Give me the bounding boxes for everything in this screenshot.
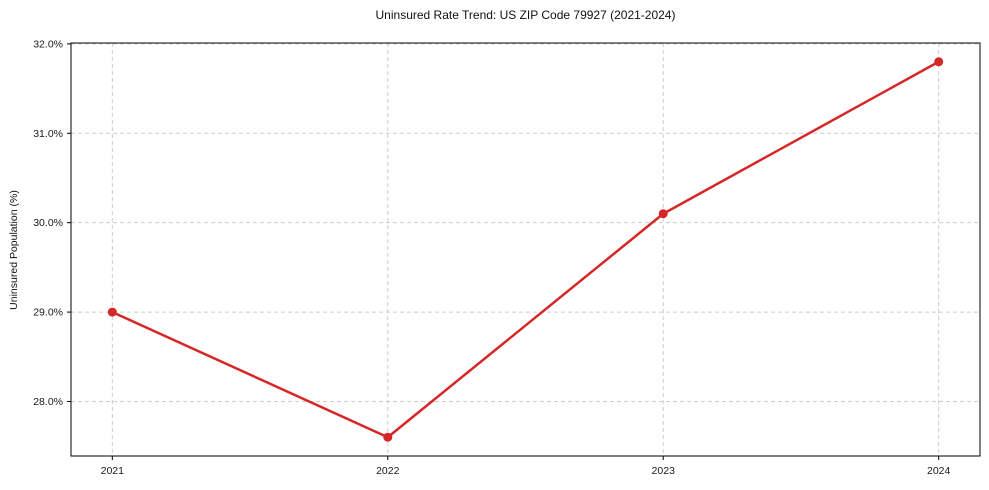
grid-lines: [71, 43, 980, 456]
x-tick-label: 2021: [101, 465, 125, 477]
trend-line: [111, 60, 940, 439]
data-point-marker: [934, 57, 944, 67]
axes: 28.0% 29.0% 30.0% 31.0% 32.0% 2021 2022 2023 202…: [33, 38, 981, 477]
y-tick-label: 29.0%: [33, 307, 63, 319]
x-tick-label: 2023: [652, 465, 676, 477]
chart-title: Uninsured Rate Trend: US ZIP Code 79927 …: [375, 8, 676, 22]
x-tick-label: 2024: [927, 465, 951, 477]
y-tick-label: 30.0%: [33, 217, 63, 229]
x-tick-label: 2022: [376, 465, 400, 477]
y-tick-label: 31.0%: [33, 128, 63, 140]
y-tick-label: 32.0%: [33, 38, 63, 50]
data-point-marker: [107, 307, 117, 317]
y-tick-label: 28.0%: [33, 396, 63, 408]
plot-border: [70, 42, 981, 457]
data-point-marker: [383, 432, 393, 442]
data-point-marker: [658, 209, 668, 219]
